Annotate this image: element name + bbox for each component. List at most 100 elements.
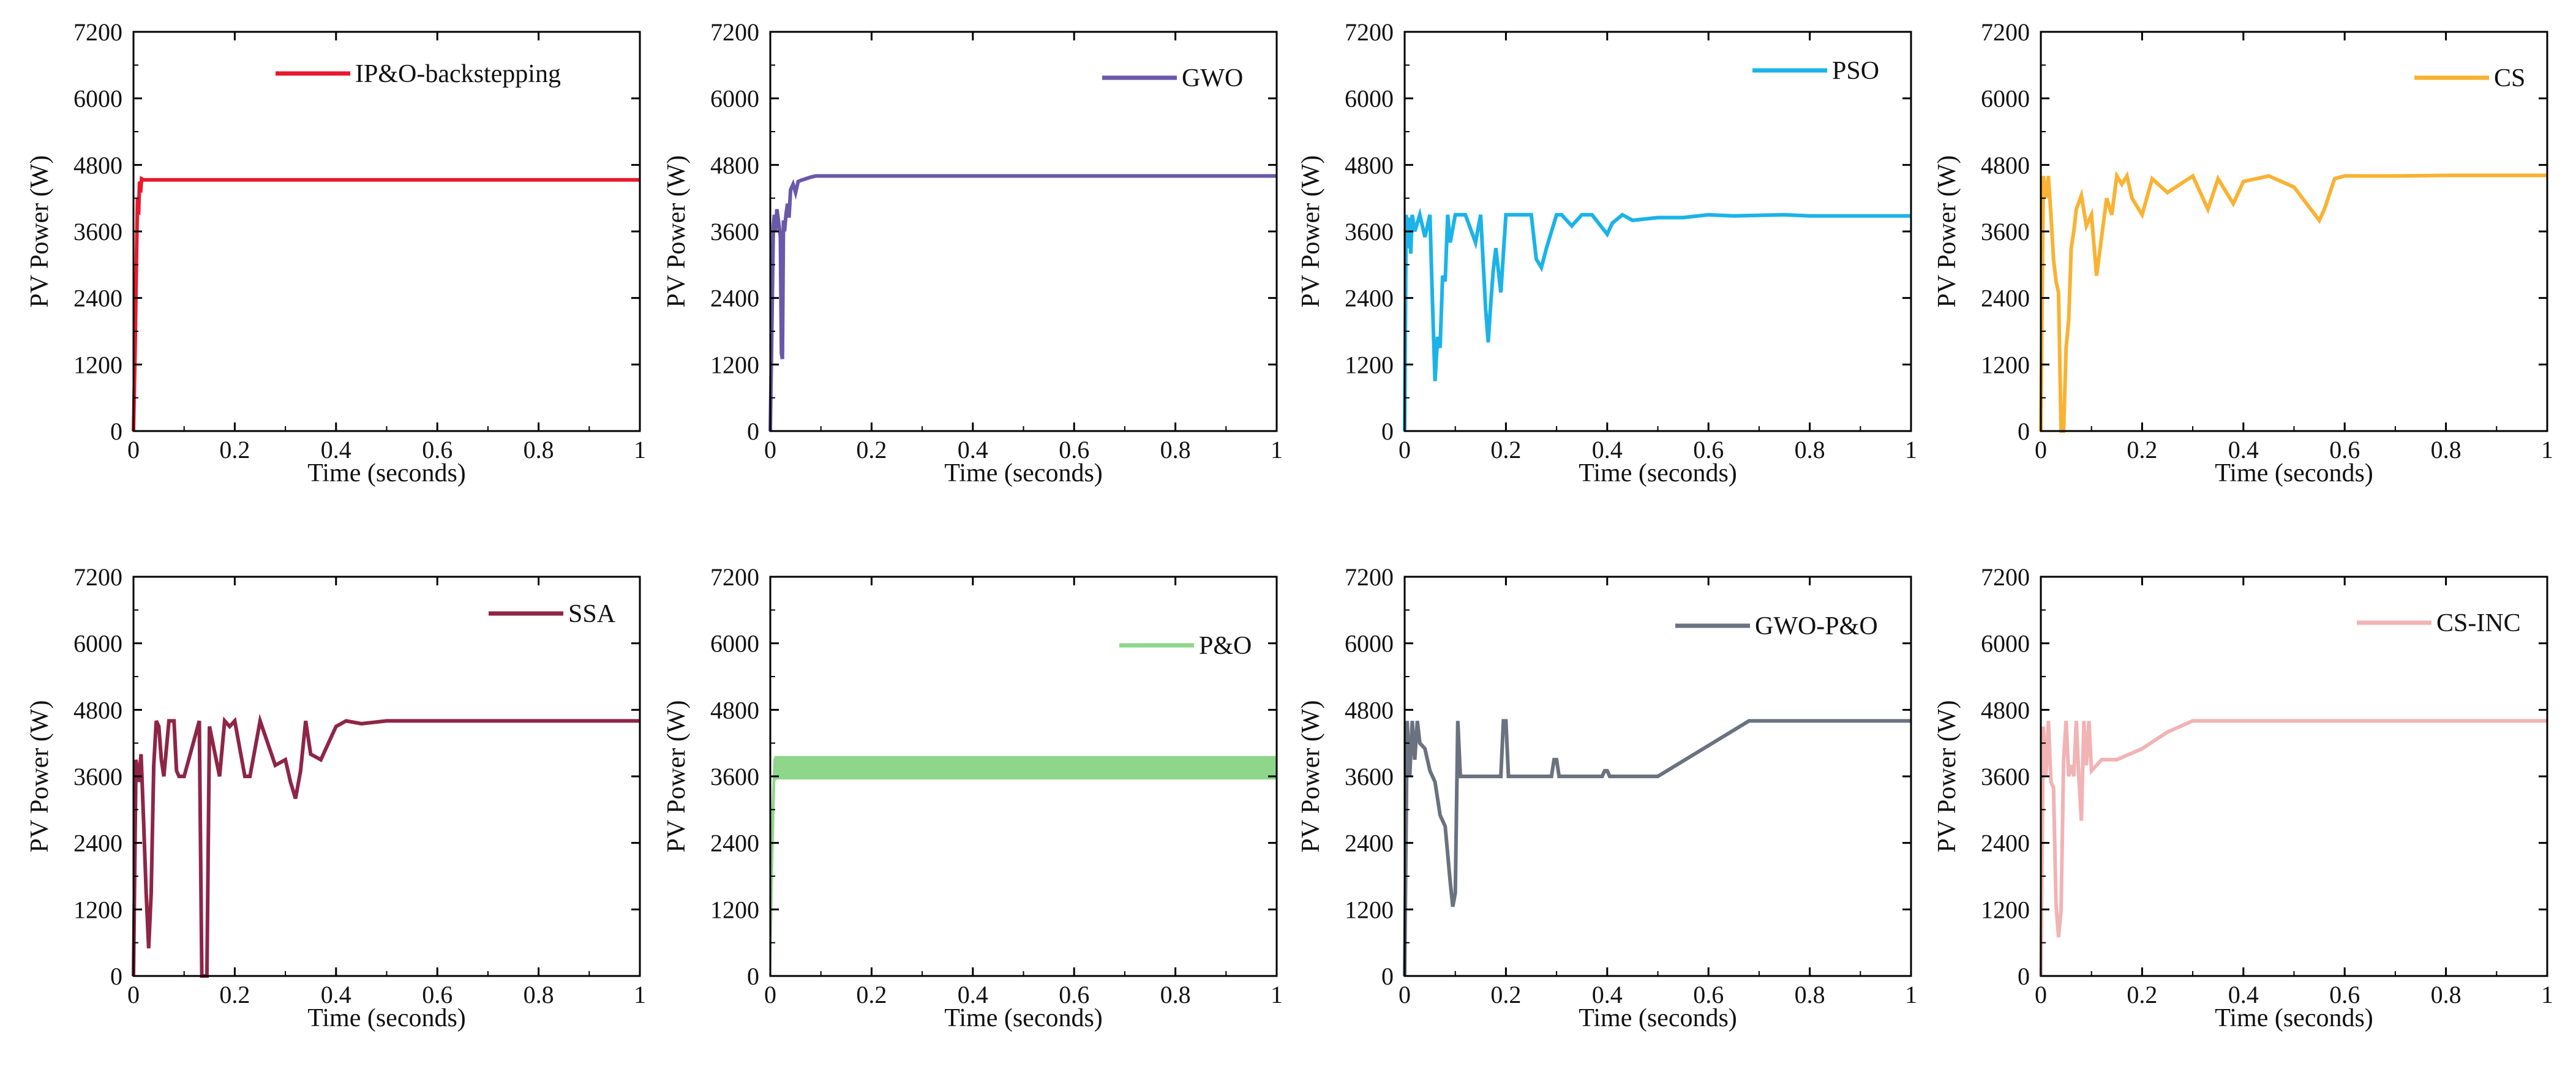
x-tick-label: 0.4 (958, 436, 988, 463)
y-axis-title: PV Power (W) (1297, 156, 1325, 308)
x-tick-label: 0.6 (422, 981, 452, 1008)
x-tick-label: 0.4 (2228, 436, 2259, 463)
series-line-0-0 (132, 176, 640, 432)
y-tick-label: 3600 (1345, 763, 1394, 790)
y-tick-label: 0 (1381, 963, 1394, 990)
x-tick-label: 0 (127, 436, 140, 463)
y-tick-label: 2400 (1981, 830, 2030, 857)
y-tick-label: 6000 (1345, 630, 1394, 658)
x-tick-label: 0.2 (2127, 981, 2157, 1008)
y-tick-label: 2400 (710, 830, 759, 857)
x-tick-label: 0 (1399, 981, 1411, 1008)
y-tick-label: 1200 (1981, 896, 2030, 923)
chart-panel-4: 0 0.2 0.4 0.6 0.8 1 0 1200 2400 3600 4800 6000 7200 T… (26, 563, 646, 1032)
legend-label: CS-INC (2436, 609, 2521, 637)
x-tick-label: 0.4 (1592, 981, 1623, 1008)
legend-label: SSA (568, 600, 616, 628)
series-line-4-0 (132, 713, 640, 978)
y-tick-label: 1200 (1345, 896, 1394, 923)
y-tick-label: 0 (110, 963, 122, 990)
y-tick-label: 0 (1381, 418, 1394, 445)
y-tick-label: 4800 (73, 696, 122, 724)
y-tick-label: 7200 (1345, 563, 1394, 591)
x-tick-label: 1 (634, 436, 646, 463)
x-tick-label: 0 (764, 436, 776, 463)
x-tick-label: 0.4 (321, 981, 351, 1008)
x-tick-label: 0.4 (321, 436, 351, 463)
x-tick-label: 0.8 (1160, 436, 1191, 463)
x-tick-label: 0.4 (1592, 436, 1623, 463)
y-axis-title: PV Power (W) (26, 156, 54, 308)
plot-frame (2040, 31, 2548, 432)
y-axis-title: PV Power (W) (1933, 156, 1961, 308)
x-tick-label: 0.8 (1795, 436, 1825, 463)
chart-panel-3: 0 0.2 0.4 0.6 0.8 1 0 1200 2400 3600 4800 6000 7200 T… (1933, 18, 2553, 487)
x-tick-label: 0.6 (1059, 981, 1089, 1008)
x-tick-label: 0.2 (2127, 436, 2157, 463)
x-tick-label: 0.8 (1160, 981, 1191, 1008)
x-tick-label: 0.2 (856, 981, 887, 1008)
y-tick-label: 1200 (710, 896, 759, 923)
legend: P&O (1119, 632, 1252, 660)
x-tick-label: 0.8 (2431, 436, 2461, 463)
legend-label: PSO (1832, 57, 1879, 85)
legend: PSO (1752, 57, 1879, 85)
legend-label: CS (2494, 64, 2525, 92)
chart-panel-7: 0 0.2 0.4 0.6 0.8 1 0 1200 2400 3600 4800 6000 7200 T… (1933, 563, 2553, 1032)
y-axis-title: PV Power (W) (26, 700, 54, 853)
y-axis-title: PV Power (W) (1933, 700, 1961, 853)
x-tick-label: 0.6 (2329, 981, 2360, 1008)
x-axis-title: Time (seconds) (1579, 459, 1737, 487)
series-line-2-0 (1403, 208, 1911, 432)
series-line-1-0 (768, 174, 1277, 432)
x-tick-label: 0.2 (1490, 981, 1521, 1008)
x-axis-title: Time (seconds) (307, 459, 466, 487)
y-tick-label: 4800 (710, 151, 759, 179)
series-area-5 (769, 756, 1278, 977)
legend-label: GWO-P&O (1755, 612, 1878, 640)
series-line-7-0 (2039, 719, 2547, 977)
x-tick-label: 1 (2541, 981, 2553, 1008)
x-tick-label: 0 (1399, 436, 1411, 463)
x-tick-label: 1 (2541, 436, 2553, 463)
y-axis-title: PV Power (W) (663, 700, 691, 853)
legend-label: P&O (1199, 632, 1252, 660)
x-tick-label: 0.6 (2329, 436, 2360, 463)
chart-panel-1: 0 0.2 0.4 0.6 0.8 1 0 1200 2400 3600 4800 6000 7200 T… (663, 18, 1283, 487)
x-tick-label: 1 (1905, 436, 1917, 463)
y-tick-label: 6000 (1345, 85, 1394, 113)
chart-panel-6: 0 0.2 0.4 0.6 0.8 1 0 1200 2400 3600 4800 6000 7200 T… (1297, 563, 1917, 1032)
y-tick-label: 1200 (1345, 351, 1394, 378)
x-tick-label: 0.8 (2431, 981, 2461, 1008)
chart-panel-2: 0 0.2 0.4 0.6 0.8 1 0 1200 2400 3600 4800 6000 7200 T… (1297, 18, 1917, 487)
y-tick-label: 7200 (710, 563, 759, 591)
x-tick-label: 0.8 (524, 981, 554, 1008)
y-tick-label: 0 (2018, 418, 2030, 445)
y-tick-label: 2400 (73, 285, 122, 312)
legend: IP&O-backstepping (276, 60, 561, 88)
x-axis-title: Time (seconds) (944, 459, 1103, 487)
y-tick-label: 2400 (1981, 285, 2030, 312)
y-tick-label: 0 (2018, 963, 2030, 990)
y-tick-label: 4800 (73, 151, 122, 179)
y-tick-label: 3600 (1345, 218, 1394, 246)
y-tick-label: 2400 (710, 285, 759, 312)
y-tick-label: 1200 (1981, 351, 2030, 378)
x-tick-label: 0 (2035, 436, 2047, 463)
y-tick-label: 4800 (710, 696, 759, 724)
x-tick-label: 0.8 (1795, 981, 1825, 1008)
y-axis-title: PV Power (W) (1297, 700, 1325, 853)
x-tick-label: 0.2 (856, 436, 887, 463)
y-tick-label: 4800 (1345, 151, 1394, 179)
y-tick-label: 3600 (1981, 763, 2030, 790)
y-tick-label: 2400 (1345, 285, 1394, 312)
x-axis-title: Time (seconds) (307, 1004, 466, 1032)
x-tick-label: 0.6 (1059, 436, 1089, 463)
x-tick-label: 0.2 (219, 981, 250, 1008)
x-axis-title: Time (seconds) (1579, 1004, 1737, 1032)
legend: CS (2414, 64, 2525, 92)
y-tick-label: 7200 (1981, 18, 2030, 46)
legend: GWO (1102, 64, 1243, 92)
y-tick-label: 7200 (1345, 18, 1394, 46)
